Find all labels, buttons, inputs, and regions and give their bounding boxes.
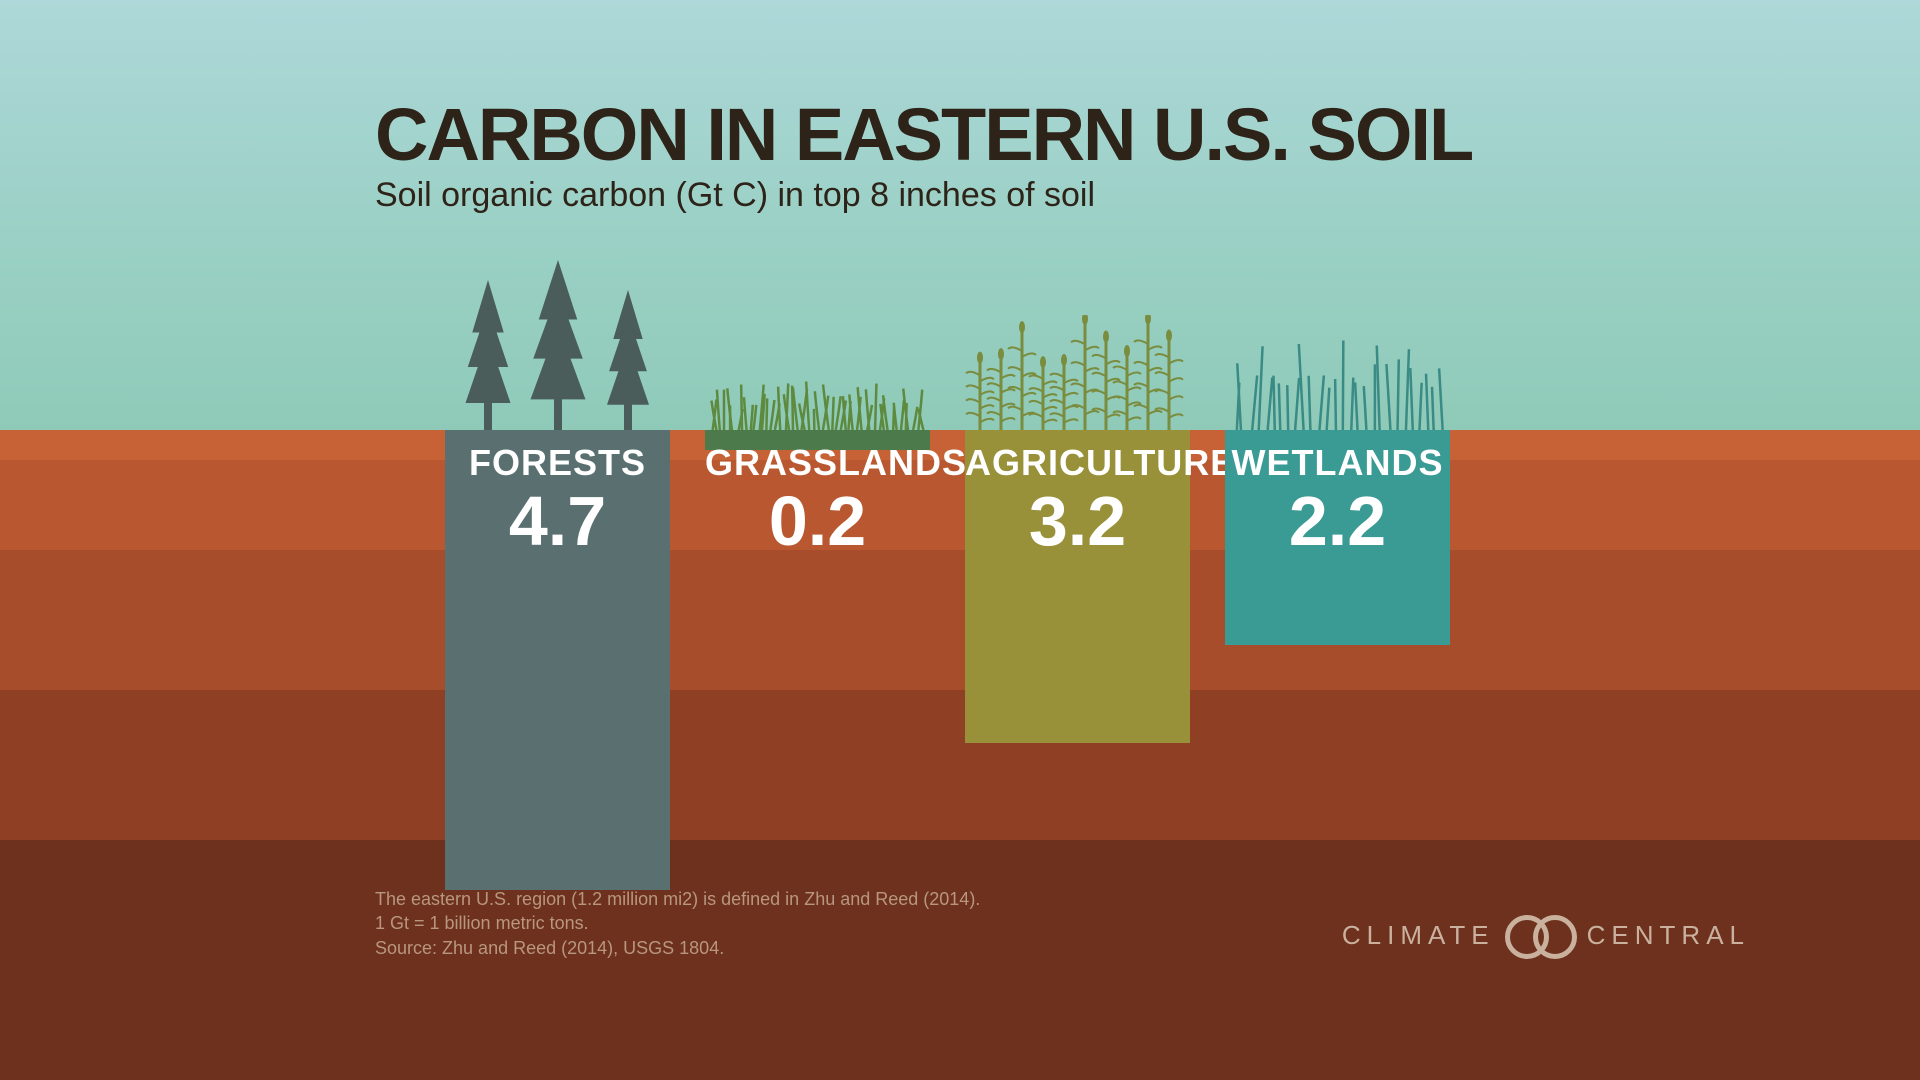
- soil-layer: [0, 690, 1920, 840]
- bar-text: FORESTS 4.7: [445, 430, 670, 556]
- bar-text: AGRICULTURE 3.2: [965, 430, 1190, 556]
- climate-central-logo: CLIMATE CENTRAL: [1342, 915, 1750, 955]
- logo-rings-icon: [1505, 915, 1577, 955]
- footnote-line: 1 Gt = 1 billion metric tons.: [375, 911, 980, 935]
- logo-text-left: CLIMATE: [1342, 920, 1495, 951]
- bar-value: 0.2: [705, 486, 930, 556]
- vegetation: [705, 375, 930, 430]
- bar-text: GRASSLANDS 0.2: [705, 430, 930, 556]
- chart-title: CARBON IN EASTERN U.S. SOIL: [375, 100, 1472, 170]
- grass-icon: [705, 375, 930, 430]
- bar-label: WETLANDS: [1225, 442, 1450, 484]
- soil-layer: [0, 840, 1920, 1080]
- reeds-icon: [1225, 330, 1450, 430]
- trees-icon: [448, 260, 668, 430]
- bar-value: 3.2: [965, 486, 1190, 556]
- title-block: CARBON IN EASTERN U.S. SOIL Soil organic…: [375, 100, 1472, 215]
- soil-layer: [0, 550, 1920, 690]
- vegetation: [445, 260, 670, 430]
- soil-background: [0, 430, 1920, 1080]
- corn-icon: [965, 315, 1190, 430]
- logo-text-right: CENTRAL: [1587, 920, 1750, 951]
- bar-label: FORESTS: [445, 442, 670, 484]
- footnotes: The eastern U.S. region (1.2 million mi2…: [375, 887, 980, 960]
- chart-subtitle: Soil organic carbon (Gt C) in top 8 inch…: [375, 176, 1472, 215]
- footnote-line: The eastern U.S. region (1.2 million mi2…: [375, 887, 980, 911]
- bar-label: AGRICULTURE: [965, 442, 1190, 484]
- bar-text: WETLANDS 2.2: [1225, 430, 1450, 556]
- footnote-line: Source: Zhu and Reed (2014), USGS 1804.: [375, 936, 980, 960]
- bar-value: 2.2: [1225, 486, 1450, 556]
- vegetation: [1225, 330, 1450, 430]
- vegetation: [965, 315, 1190, 430]
- bar-value: 4.7: [445, 486, 670, 556]
- bar-label: GRASSLANDS: [705, 442, 930, 484]
